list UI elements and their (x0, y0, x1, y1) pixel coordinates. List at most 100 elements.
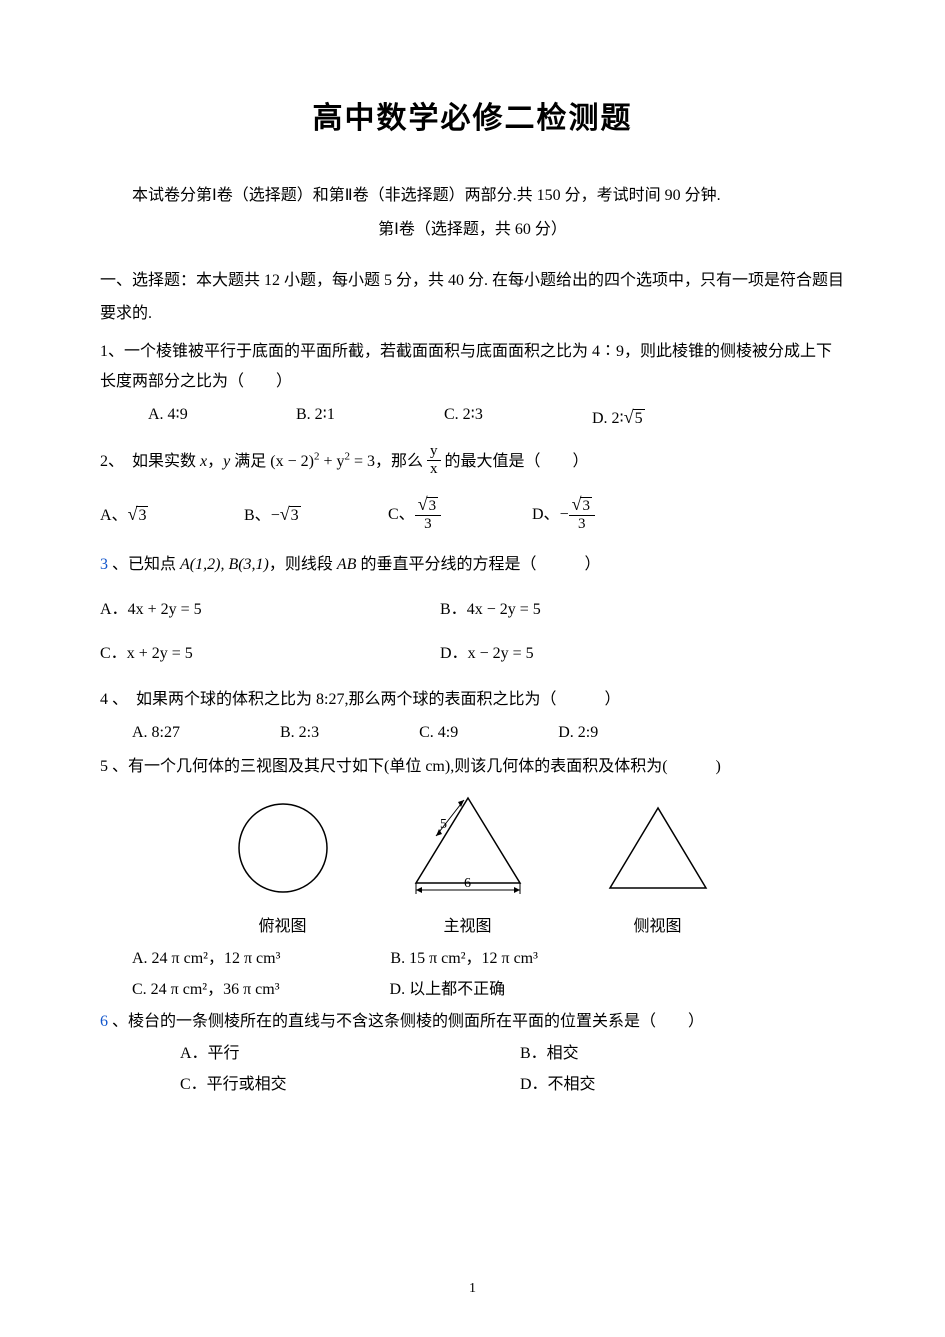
q2-a-rad: 3 (136, 506, 148, 524)
q4-opt-d: D. 2:9 (558, 718, 598, 748)
q5-text: 、有一个几何体的三视图及其尺寸如下(单位 cm),则该几何体的表面积及体积为( … (108, 758, 721, 775)
q5-opt-a: A. 24 π cm²，12 π cm³ (132, 944, 280, 974)
sqrt-icon: √3 (572, 495, 592, 514)
q3-num: 3 (100, 556, 108, 573)
q5-dim6: 6 (464, 876, 471, 891)
q2-plus: + y (319, 453, 344, 470)
q1-text: 、一个棱锥被平行于底面的平面所截，若截面面积与底面面积之比为 4∶9，则此棱锥的… (100, 343, 832, 390)
q6-opt-a: A．平行 (180, 1039, 380, 1069)
q4-opt-c: C. 4:9 (419, 718, 458, 748)
q3-c-lab: C． (100, 645, 127, 662)
q4-opt-a: A. 8:27 (132, 718, 180, 748)
q5-options-row2: C. 24 π cm²，36 π cm³ D. 以上都不正确 (132, 975, 845, 1005)
q2-d-frac: √33 (569, 495, 595, 532)
q2-d-numrad: 3 (580, 497, 592, 514)
q5-dim5: 5 (440, 817, 447, 832)
q1-options: A. 4∶9 B. 2∶1 C. 2∶3 D. 2∶√5 (148, 400, 845, 434)
q4-text: 、 如果两个球的体积之比为 8:27,那么两个球的表面积之比为（ ） (108, 691, 620, 708)
q1-opt-b: B. 2∶1 (296, 400, 416, 434)
q2-mid2: 满足 (230, 453, 270, 470)
q2-b-neg: − (271, 507, 280, 524)
q3-d-eq: x − 2y = 5 (468, 645, 534, 662)
q5-fig2-label: 主视图 (398, 912, 538, 942)
q6-options-row1: A．平行 B．相交 (180, 1039, 845, 1069)
q6-num: 6 (100, 1013, 108, 1030)
q6-text: 、棱台的一条侧棱所在的直线与不含这条侧棱的侧面所在平面的位置关系是（ ） (108, 1013, 704, 1030)
q3-options-row2: C．x + 2y = 5 D．x − 2y = 5 (100, 639, 845, 669)
q5-fig-top: 俯视图 (228, 798, 338, 942)
triangle-icon (598, 798, 718, 898)
q3-options-row1: A．4x + 2y = 5 B．4x − 2y = 5 (100, 595, 845, 625)
q3-d-lab: D． (440, 645, 468, 662)
q2-c-numrad: 3 (427, 497, 439, 514)
q4-opt-b: B. 2:3 (280, 718, 319, 748)
q5-fig3-label: 侧视图 (598, 912, 718, 942)
circle-icon (228, 798, 338, 898)
question-4: 4 、 如果两个球的体积之比为 8:27,那么两个球的表面积之比为（ ） (100, 685, 845, 715)
q2-rhs: = 3 (350, 453, 375, 470)
q2-c-frac: √33 (415, 495, 441, 532)
q3-seg: AB (337, 556, 357, 573)
q1-num: 1 (100, 343, 108, 360)
q2-frac: yx (427, 444, 441, 477)
q2-d-den: 3 (569, 516, 595, 532)
q2-d-label: D、 (532, 506, 560, 523)
q3-a-eq: 4x + 2y = 5 (128, 601, 202, 618)
q2-c-den: 3 (415, 516, 441, 532)
q5-fig1-label: 俯视图 (228, 912, 338, 942)
q1-d-rad: 5 (633, 409, 645, 427)
q6-options-row2: C．平行或相交 D．不相交 (180, 1070, 845, 1100)
section1-head: 一、选择题：本大题共 12 小题，每小题 5 分，共 40 分. 在每小题给出的… (100, 264, 845, 331)
part1-header: 第Ⅰ卷（选择题，共 60 分） (100, 215, 845, 245)
q2-opt-a: A、√3 (100, 497, 220, 534)
q3-b-lab: B． (440, 601, 467, 618)
q3-b-eq: 4x − 2y = 5 (467, 601, 541, 618)
q2-mid3: ，那么 (375, 453, 427, 470)
question-6: 6 、棱台的一条侧棱所在的直线与不含这条侧棱的侧面所在平面的位置关系是（ ） (100, 1007, 845, 1037)
question-2: 2、 如果实数 x，y 满足 (x − 2)2 + y2 = 3，那么 yx 的… (100, 446, 845, 479)
sqrt-icon: √3 (128, 497, 149, 531)
q4-num: 4 (100, 691, 108, 708)
q2-c-label: C、 (388, 506, 415, 523)
q5-fig-front: 5 6 主视图 (398, 788, 538, 942)
exam-page: 高中数学必修二检测题 本试卷分第Ⅰ卷（选择题）和第Ⅱ卷（非选择题）两部分.共 1… (0, 0, 945, 1337)
question-5: 5 、有一个几何体的三视图及其尺寸如下(单位 cm),则该几何体的表面积及体积为… (100, 752, 845, 782)
q2-opt-d: D、−√33 (532, 497, 652, 534)
sqrt-icon: √3 (280, 497, 301, 531)
q3-opt-a: A．4x + 2y = 5 (100, 595, 300, 625)
q3-opt-d: D．x − 2y = 5 (440, 639, 640, 669)
q1-opt-a: A. 4∶9 (148, 400, 268, 434)
q2-lhs: (x − 2) (270, 453, 314, 470)
q2-frac-den: x (427, 461, 441, 477)
question-3: 3 、已知点 A(1,2), B(3,1)，则线段 AB 的垂直平分线的方程是（… (100, 550, 845, 580)
q2-frac-num: y (427, 444, 441, 461)
q3-a-lab: A． (100, 601, 128, 618)
q1-d-prefix: D. 2∶ (592, 410, 624, 427)
q1-opt-c: C. 2∶3 (444, 400, 564, 434)
q3-pre: 、已知点 (108, 556, 180, 573)
q2-opt-c: C、√33 (388, 497, 508, 534)
q5-options-row1: A. 24 π cm²，12 π cm³ B. 15 π cm²，12 π cm… (132, 944, 845, 974)
q5-opt-c: C. 24 π cm²，36 π cm³ (132, 975, 280, 1005)
page-title: 高中数学必修二检测题 (100, 90, 845, 147)
q2-c-num: √3 (415, 495, 441, 516)
q3-opt-c: C．x + 2y = 5 (100, 639, 300, 669)
q2-d-num: √3 (569, 495, 595, 516)
q3-opt-b: B．4x − 2y = 5 (440, 595, 640, 625)
q2-mid1: ， (207, 453, 223, 470)
page-number: 1 (0, 1276, 945, 1303)
q5-figures: 俯视图 5 6 主视图 侧视图 (100, 788, 845, 942)
q2-num: 2 (100, 453, 108, 470)
question-1: 1、一个棱锥被平行于底面的平面所截，若截面面积与底面面积之比为 4∶9，则此棱锥… (100, 337, 845, 398)
intro-text: 本试卷分第Ⅰ卷（选择题）和第Ⅱ卷（非选择题）两部分.共 150 分，考试时间 9… (100, 181, 845, 211)
q5-num: 5 (100, 758, 108, 775)
q5-opt-b: B. 15 π cm²，12 π cm³ (390, 944, 538, 974)
q3-c-eq: x + 2y = 5 (127, 645, 193, 662)
q6-opt-b: B．相交 (520, 1039, 720, 1069)
q1-opt-d: D. 2∶√5 (592, 400, 712, 434)
q4-options: A. 8:27 B. 2:3 C. 4:9 D. 2:9 (132, 718, 845, 748)
q3-after: 的垂直平分线的方程是（ ） (356, 556, 600, 573)
q3-points: A(1,2), B(3,1) (180, 556, 269, 573)
q2-after: 的最大值是（ ） (441, 453, 589, 470)
q5-opt-d: D. 以上都不正确 (390, 975, 506, 1005)
